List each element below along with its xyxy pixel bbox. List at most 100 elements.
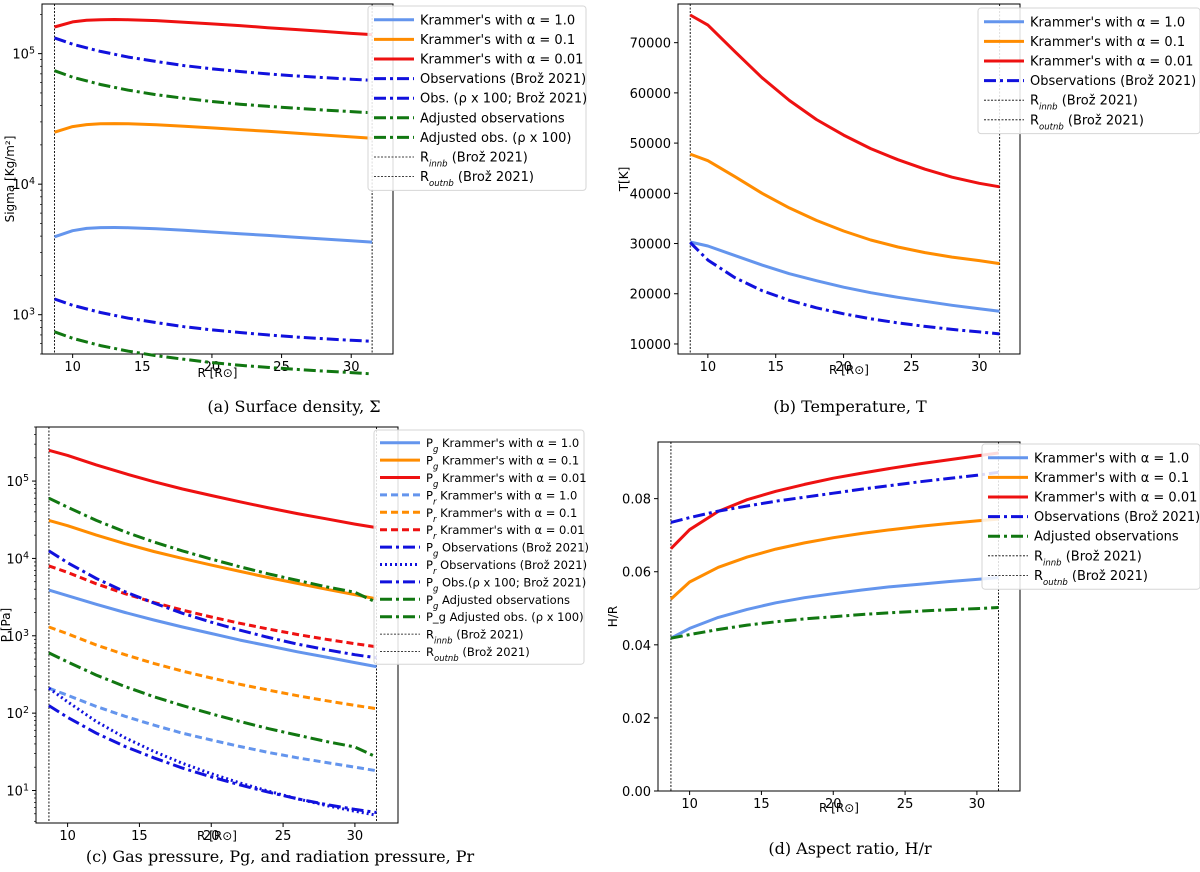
x-tick-label: 10 bbox=[59, 829, 76, 844]
legend-label-rinnb-bro-2021: Rinnb (Brož 2021) bbox=[1034, 549, 1142, 568]
x-axis-label: R [R⊙] bbox=[198, 366, 238, 380]
series-line-4 bbox=[48, 625, 377, 711]
x-axis-label: R [R⊙] bbox=[197, 829, 237, 843]
figure-caption: (d) Aspect ratio, H/r bbox=[768, 839, 932, 858]
legend-label-krammer-s-with-0-1: Krammer's with α = 0.1 bbox=[1030, 35, 1185, 50]
y-tick-label: 0.08 bbox=[622, 493, 651, 508]
y-tick-label: 0.00 bbox=[622, 785, 651, 800]
x-tick-label: 15 bbox=[767, 360, 784, 375]
series-line-4 bbox=[54, 36, 373, 82]
x-axis-label: R [R⊙] bbox=[829, 363, 869, 377]
y-tick-label: 40000 bbox=[630, 187, 671, 202]
legend-label-adjusted-observations: Adjusted observations bbox=[420, 111, 565, 126]
series-line-8 bbox=[48, 549, 377, 660]
legend: Krammer's with α = 1.0 Krammer's with α =… bbox=[981, 443, 1200, 590]
legend-label-obs-x-100-bro-2021: Obs. (ρ x 100; Brož 2021) bbox=[420, 92, 587, 107]
legend-label-rinnb-bro-2021: Rinnb (Brož 2021) bbox=[1030, 94, 1138, 113]
panel-d-aspect-ratio: 10 15 20 25 30 0.00 0.02 0.04 0.06 0.08 R [R⊙] H/R (… bbox=[606, 441, 1200, 858]
x-tick-label: 15 bbox=[131, 829, 148, 844]
y-tick-label: 0.04 bbox=[622, 639, 651, 654]
y-tick-label: 70000 bbox=[630, 37, 671, 52]
figure-caption: (a) Surface density, Σ bbox=[207, 397, 380, 416]
x-tick-label: 15 bbox=[134, 360, 151, 375]
series-line-2 bbox=[689, 13, 1000, 189]
plot-frame bbox=[41, 3, 394, 355]
legend-box bbox=[977, 7, 1200, 135]
x-tick-label: 10 bbox=[700, 360, 717, 375]
y-tick-label: 104 bbox=[6, 550, 29, 568]
legend-label-rinnb-bro-2021: Rinnb (Brož 2021) bbox=[426, 628, 524, 647]
series-line-5 bbox=[53, 330, 373, 376]
legend-label-adjusted-obs-x-100: Adjusted obs. (ρ x 100) bbox=[420, 131, 571, 146]
x-tick-label: 20 bbox=[825, 797, 842, 812]
series-line-10 bbox=[48, 496, 378, 604]
panel-c-pressure: 10 15 20 25 30 101 102 103 104 105 R [R⊙] P [Pa] (c)… bbox=[0, 426, 589, 866]
legend-label-pr-observations-bro-2021: Pr Observations (Brož 2021) bbox=[426, 558, 587, 577]
x-tick-label: 30 bbox=[343, 360, 360, 375]
series-line-0 bbox=[689, 240, 1000, 313]
series-line-7 bbox=[48, 686, 377, 817]
plot-frame bbox=[657, 441, 1021, 792]
x-tick-label: 30 bbox=[969, 797, 986, 812]
y-tick-label: 105 bbox=[6, 473, 29, 491]
legend-box bbox=[373, 429, 585, 665]
x-tick-label: 20 bbox=[835, 360, 852, 375]
y-axis-label: P [Pa] bbox=[0, 608, 13, 642]
series-line-6 bbox=[48, 704, 377, 814]
y-axis-label: T[K] bbox=[617, 167, 631, 193]
legend-label-krammer-s-with-1-0: Krammer's with α = 1.0 bbox=[1030, 15, 1185, 30]
legend-label-krammer-s-with-0-1: Krammer's with α = 0.1 bbox=[1034, 471, 1189, 486]
series-line-2 bbox=[669, 451, 999, 550]
legend: Pg Krammer's with α = 1.0Pg Krammer's wi… bbox=[373, 429, 589, 665]
x-tick-label: 20 bbox=[203, 829, 220, 844]
series-line-0 bbox=[54, 226, 373, 244]
legend-label-pg-obs-x-100-bro-2021: Pg Obs.(ρ x 100; Brož 2021) bbox=[426, 575, 586, 594]
y-tick-label: 0.06 bbox=[622, 566, 651, 581]
legend-label-pg-adjusted-observations: Pg Adjusted observations bbox=[426, 593, 570, 612]
legend-label-pr-krammer-s-with-0-1: Pr Krammer's with α = 0.1 bbox=[426, 506, 577, 525]
series-line-0 bbox=[48, 588, 377, 669]
legend-label-p-g-adjusted-obs-x-100: P_g Adjusted obs. (ρ x 100) bbox=[426, 610, 584, 624]
series-line-5 bbox=[48, 564, 377, 649]
series-line-2 bbox=[54, 18, 373, 37]
series-line-3 bbox=[54, 297, 373, 343]
y-tick-label: 60000 bbox=[630, 87, 671, 102]
legend-label-krammer-s-with-0-01: Krammer's with α = 0.01 bbox=[1034, 491, 1197, 506]
series-line-1 bbox=[669, 517, 999, 601]
series-line-1 bbox=[54, 122, 373, 140]
x-tick-label: 30 bbox=[347, 829, 364, 844]
y-tick-label: 105 bbox=[12, 45, 35, 63]
figure-caption: (b) Temperature, T bbox=[773, 397, 927, 416]
series-line-3 bbox=[48, 686, 377, 773]
legend-label-krammer-s-with-0-01: Krammer's with α = 0.01 bbox=[1030, 55, 1193, 70]
legend: Krammer's with α = 1.0 Krammer's with α =… bbox=[367, 5, 587, 191]
legend-label-rinnb-bro-2021: Rinnb (Brož 2021) bbox=[420, 151, 528, 170]
legend-label-observations-bro-2021: Observations (Brož 2021) bbox=[1030, 74, 1196, 89]
y-axis-label: Sigma [Kg/m²] bbox=[3, 136, 17, 223]
x-tick-label: 10 bbox=[64, 360, 81, 375]
y-tick-label: 101 bbox=[6, 782, 29, 800]
legend: Krammer's with α = 1.0 Krammer's with α =… bbox=[977, 7, 1200, 135]
y-tick-label: 10000 bbox=[630, 338, 671, 353]
panel-b-temperature: 10 15 20 25 30 10000 20000 30000 40000 50000 60000… bbox=[617, 3, 1200, 416]
x-tick-label: 10 bbox=[681, 797, 698, 812]
series-line-0 bbox=[670, 576, 999, 640]
legend-label-observations-bro-2021: Observations (Brož 2021) bbox=[420, 72, 586, 87]
x-axis-label: R [R⊙] bbox=[819, 801, 859, 815]
legend-label-routnb-bro-2021: Routnb (Brož 2021) bbox=[426, 645, 530, 664]
series-line-1 bbox=[689, 152, 1000, 266]
y-tick-label: 104 bbox=[12, 176, 35, 194]
x-tick-label: 15 bbox=[753, 797, 770, 812]
legend-label-pr-krammer-s-with-0-01: Pr Krammer's with α = 0.01 bbox=[426, 523, 585, 542]
legend-label-krammer-s-with-1-0: Krammer's with α = 1.0 bbox=[1034, 451, 1189, 466]
series-line-1 bbox=[48, 518, 377, 601]
legend-label-routnb-bro-2021: Routnb (Brož 2021) bbox=[420, 170, 534, 189]
y-tick-label: 20000 bbox=[630, 288, 671, 303]
legend-label-krammer-s-with-1-0: Krammer's with α = 1.0 bbox=[420, 13, 575, 28]
legend-label-adjusted-observations: Adjusted observations bbox=[1034, 530, 1179, 545]
legend-label-routnb-bro-2021: Routnb (Brož 2021) bbox=[1030, 113, 1144, 132]
series-line-3 bbox=[670, 470, 999, 524]
x-tick-label: 25 bbox=[275, 829, 292, 844]
